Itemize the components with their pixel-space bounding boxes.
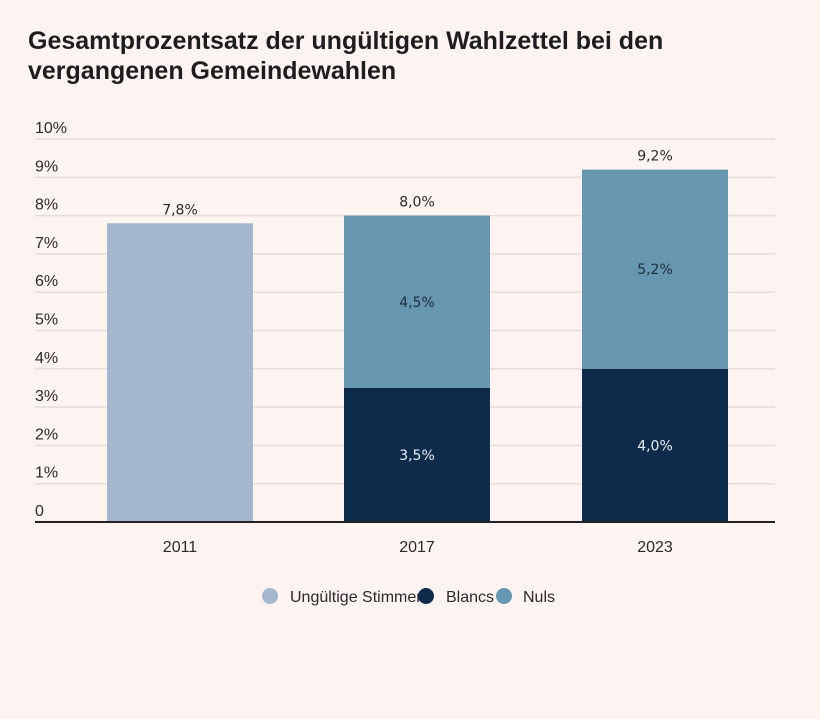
legend-swatch <box>496 588 512 604</box>
y-tick-label: 1% <box>35 465 58 482</box>
y-tick-label: 0 <box>35 503 44 520</box>
y-tick-label: 2% <box>35 426 58 443</box>
y-tick-label: 6% <box>35 273 58 290</box>
y-tick-label: 9% <box>35 158 58 175</box>
y-tick-label: 7% <box>35 235 58 252</box>
bar-segment-nuls <box>582 169 728 369</box>
total-label: 8,0% <box>399 195 435 211</box>
bar-segment-nuls <box>344 215 490 388</box>
y-tick-label: 4% <box>35 350 58 367</box>
bar-segment-blancs <box>582 368 728 522</box>
segment-label: 4,5% <box>399 295 435 311</box>
bar-segment-ungültige-stimmen <box>107 223 253 522</box>
x-tick-label: 2011 <box>163 539 198 556</box>
legend-label: Ungültige Stimmen <box>290 589 425 606</box>
y-tick-label: 3% <box>35 388 58 405</box>
total-label: 7,8% <box>162 202 198 218</box>
x-tick-label: 2017 <box>399 539 435 556</box>
bar-segment-blancs <box>344 387 490 522</box>
segment-label: 4,0% <box>637 438 673 454</box>
legend-swatch <box>418 588 434 604</box>
segment-label: 5,2% <box>637 262 673 278</box>
y-tick-label: 10% <box>35 120 67 137</box>
y-tick-label: 5% <box>35 312 58 329</box>
legend-label: Nuls <box>523 589 555 606</box>
segment-label: 3,5% <box>399 448 435 464</box>
y-tick-label: 8% <box>35 197 58 214</box>
total-label: 9,2% <box>637 149 673 165</box>
x-tick-label: 2023 <box>637 539 673 556</box>
legend-label: Blancs <box>446 589 494 606</box>
chart-title: Gesamtprozentsatz der ungültigen Wahlzet… <box>28 27 664 85</box>
legend-swatch <box>262 588 278 604</box>
